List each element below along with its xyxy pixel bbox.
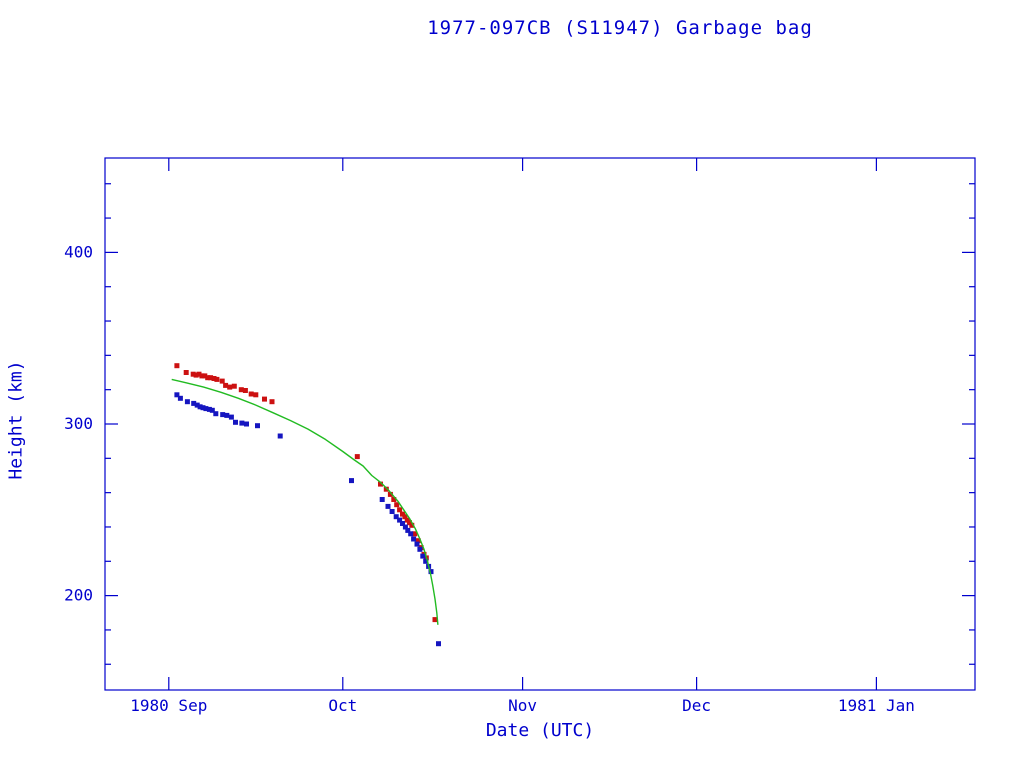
apogee-height-point [196,371,202,377]
perigee-height-point [213,411,219,417]
perigee-height-point [277,433,283,439]
apogee-height-point [223,382,229,388]
perigee-height-point [405,527,411,533]
perigee-height-point [402,524,408,530]
apogee-height-point [190,371,196,377]
axis-ticks [105,158,975,690]
apogee-height-point [397,507,403,513]
perigee-height-point [220,412,226,418]
model-height-line [171,378,439,625]
apogee-height-point [253,392,259,398]
apogee-height-point [238,387,244,393]
x-tick-label: 1981 Jan [838,696,915,715]
perigee-height-point [423,558,429,564]
perigee-height-point [428,569,434,575]
perigee-height-point [420,553,426,559]
apogee-height-point [404,517,410,523]
apogee-height-point [409,522,415,528]
apogee-height-point [394,502,400,508]
apogee-height-point [219,378,225,384]
apogee-height-point [354,454,360,460]
y-tick-label: 400 [64,242,93,261]
apogee-height-point [415,538,421,544]
perigee-height-series [174,392,441,647]
apogee-height-point [391,497,397,502]
apogee-height-point [242,388,248,393]
perigee-height-point [408,531,414,537]
apogee-height-point [199,373,205,379]
apogee-height-point [174,363,180,369]
perigee-height-point [385,503,391,509]
perigee-height-point [228,414,234,420]
perigee-height-point [209,407,215,413]
perigee-height-point [349,478,354,484]
apogee-height-point [202,373,208,379]
perigee-height-point [414,541,420,547]
apogee-height-point [248,391,254,397]
perigee-height-point [417,546,423,552]
apogee-height-point [402,514,408,520]
perigee-height-point [244,421,249,427]
perigee-height-point [233,419,238,425]
x-tick-label: 1980 Sep [130,696,207,715]
perigee-height-point [203,406,209,412]
apogee-height-point [387,491,393,497]
apogee-height-point [193,372,199,378]
apogee-height-point [205,375,211,381]
apogee-height-series [174,363,438,623]
x-tick-label: Oct [328,696,357,715]
apogee-height-point [211,376,217,381]
apogee-height-point [269,399,275,405]
x-tick-label: Dec [682,696,711,715]
apogee-height-point [262,396,267,402]
perigee-height-point [255,423,260,429]
apogee-height-point [383,486,389,492]
model-height-series [171,378,439,625]
apogee-height-point [400,511,405,517]
perigee-height-point [191,400,197,406]
apogee-height-point [378,481,383,487]
tick-labels: 200 300 400 1980 Sep Oct Nov Dec 1981 Jan [64,242,915,715]
apogee-height-point [208,375,214,381]
apogee-height-point [407,520,412,526]
apogee-height-point [412,531,418,537]
chart-title: 1977-097CB (S11947) Garbage bag [427,17,813,39]
perigee-height-point [393,514,399,520]
y-tick-label: 200 [64,586,93,605]
perigee-height-point [224,412,230,418]
apogee-height-point [183,370,189,375]
perigee-height-point [184,399,190,405]
perigee-height-point [411,536,417,542]
perigee-height-point [389,509,395,514]
apogee-height-point [432,617,438,623]
perigee-height-point [206,406,212,412]
apogee-height-point [231,383,237,389]
perigee-height-point [197,404,203,410]
apogee-height-point [227,384,233,390]
perigee-height-point [194,402,200,408]
perigee-height-point [174,392,180,398]
perigee-height-point [436,641,441,647]
perigee-height-point [200,405,206,411]
perigee-height-point [400,521,405,526]
perigee-height-point [177,395,183,401]
perigee-height-point [379,497,385,502]
x-tick-label: Nov [508,696,537,715]
x-axis-label: Date (UTC) [485,720,595,741]
perigee-height-point [397,517,403,523]
y-tick-label: 300 [64,414,93,433]
apogee-height-point [214,376,220,382]
perigee-height-point [239,420,245,426]
